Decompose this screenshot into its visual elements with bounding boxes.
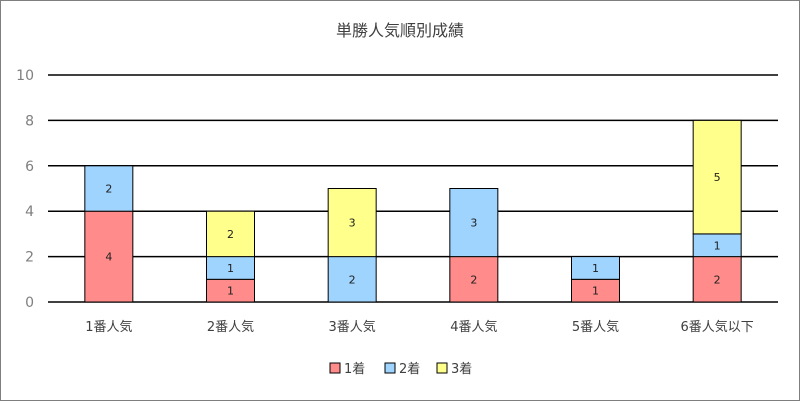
legend: 1着 2着 3着 [329,361,472,377]
data-label: 2 [714,273,721,286]
data-label: 1 [227,262,234,275]
data-label: 2 [470,273,477,286]
x-axis: 1番人気 2番人気 3番人気 4番人気 5番人気 6番人気以下 [85,319,754,335]
legend-label: 1着 [344,361,365,377]
bar-segment [571,256,620,280]
bar-segment [449,188,499,258]
x-tick-label: 3番人気 [329,319,376,335]
bar-segment [84,210,134,303]
bar-segment [327,256,377,303]
x-tick-label: 5番人気 [572,319,619,335]
bar-segment [327,188,377,258]
data-label: 2 [227,228,234,241]
gridlines [48,74,778,303]
bar-segment [692,119,742,235]
y-tick-label: 6 [25,159,34,175]
legend-label: 2着 [399,361,420,377]
y-axis: 0 2 4 6 8 10 [16,68,34,311]
y-tick-label: 0 [25,295,34,311]
legend-swatch [436,362,448,374]
legend-label: 3着 [451,361,472,377]
x-tick-label: 1番人気 [85,319,132,335]
bar-segment [449,256,499,303]
data-label: 3 [470,217,477,230]
data-label: 4 [105,251,112,264]
bar-segment [206,210,255,258]
data-label: 1 [592,262,599,275]
y-tick-label: 8 [25,113,34,129]
data-label: 3 [349,217,356,230]
y-tick-label: 2 [25,250,34,266]
legend-swatch [329,362,341,374]
bar-segment [84,165,134,212]
x-tick-label: 2番人気 [207,319,254,335]
data-label: 2 [105,183,112,196]
data-label: 2 [349,273,356,286]
bars: 4 2 1 1 2 2 3 2 3 1 1 2 1 5 [84,119,742,303]
y-tick-label: 4 [25,204,34,220]
data-label: 5 [714,171,721,184]
data-label: 1 [227,285,234,298]
x-tick-label: 6番人気以下 [681,319,754,335]
x-tick-label: 4番人気 [450,319,497,335]
legend-swatch [384,362,396,374]
data-label: 1 [714,239,721,252]
chart-title: 単勝人気順別成績 [336,21,464,40]
y-tick-label: 10 [16,68,34,84]
data-label: 1 [592,285,599,298]
